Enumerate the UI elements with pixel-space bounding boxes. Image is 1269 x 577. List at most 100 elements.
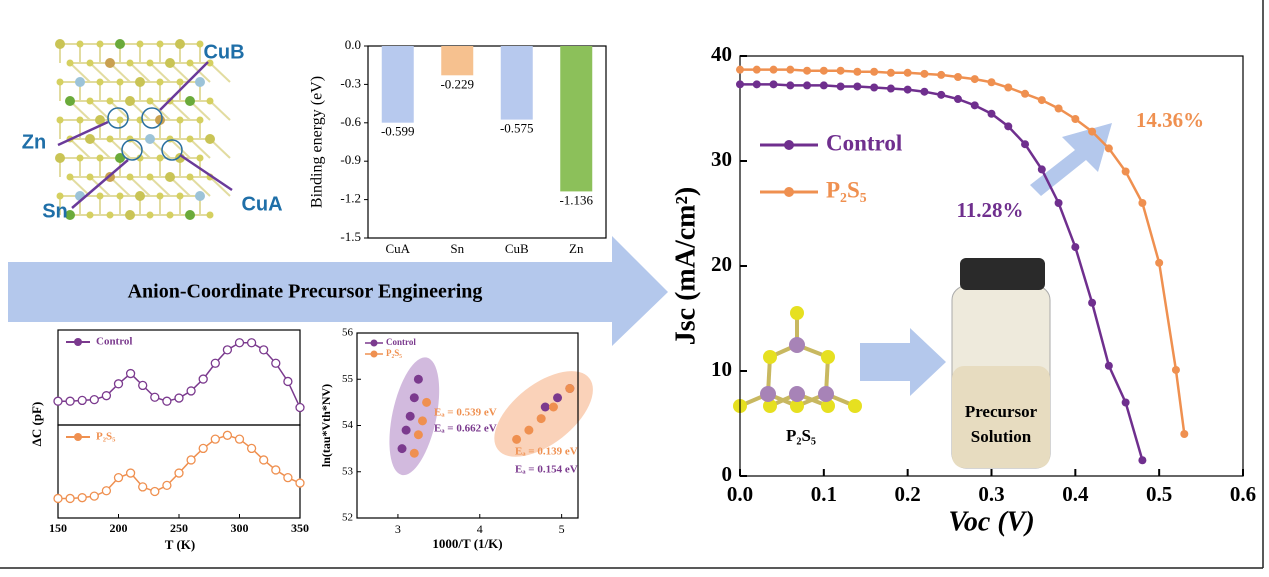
x-tick-label: 0.2 (895, 482, 921, 506)
x-tick-label: CuB (505, 241, 529, 256)
atom (65, 96, 75, 106)
annotation: Eₐ = 0.539 eV (434, 407, 497, 419)
point (210, 434, 220, 444)
y-axis-label: Binding energy (eV) (309, 76, 326, 208)
atom (116, 192, 124, 200)
point (409, 448, 419, 458)
point (752, 65, 761, 74)
point (125, 368, 136, 379)
bond (109, 100, 131, 121)
point (77, 395, 87, 406)
atom (106, 211, 114, 219)
atom (56, 116, 64, 124)
point (536, 414, 546, 424)
sulfur (821, 350, 835, 364)
value-label: -0.575 (500, 121, 534, 136)
y-tick-label: 0.0 (345, 37, 361, 52)
atom (205, 134, 215, 144)
atom (96, 154, 104, 162)
atom (75, 77, 85, 87)
atom (115, 39, 125, 49)
x-tick-label: 300 (231, 521, 249, 535)
atom (66, 173, 74, 181)
point (401, 425, 411, 435)
point (422, 397, 432, 407)
point (174, 468, 184, 478)
point (1004, 122, 1013, 131)
point (987, 78, 996, 87)
legend-marker (370, 350, 378, 358)
point (150, 486, 160, 497)
point (819, 66, 828, 75)
point (1104, 361, 1113, 370)
y-tick-label: -0.6 (340, 114, 361, 129)
point (89, 394, 99, 405)
point (1037, 96, 1046, 105)
point (174, 393, 184, 403)
annotation: Eₐ = 0.139 eV (515, 446, 578, 458)
atom (186, 173, 194, 181)
site-label: CuA (241, 193, 282, 215)
point (259, 345, 269, 355)
series-line (740, 68, 1186, 435)
legend-marker (370, 339, 378, 347)
site-ring (161, 139, 183, 161)
x-tick-label: 0.0 (727, 482, 753, 506)
x-tick-label: 0.3 (978, 482, 1004, 506)
annotation: Eₐ = 0.154 eV (515, 464, 578, 476)
x-axis-label: T (K) (165, 537, 195, 552)
atom (196, 154, 204, 162)
point (803, 81, 812, 90)
atom (176, 78, 184, 86)
y-axis-label: Jsc (mA/cm²) (670, 187, 701, 345)
x-tick-label: 250 (170, 521, 188, 535)
atom (195, 77, 205, 87)
pointer (159, 61, 209, 111)
x-tick-label: 200 (110, 521, 128, 535)
point (101, 391, 112, 401)
point (903, 68, 912, 77)
point (409, 393, 419, 403)
bond (209, 62, 231, 83)
atom (136, 154, 144, 162)
atom (145, 134, 155, 144)
atom (125, 96, 135, 106)
point (1121, 167, 1130, 176)
x-tick-label: 0.4 (1062, 482, 1089, 506)
point (1138, 456, 1147, 465)
plot-frame (367, 45, 607, 239)
atom (125, 210, 135, 220)
y-tick-label: 10 (711, 357, 732, 381)
atom (86, 97, 94, 105)
bar (381, 46, 414, 123)
atom (76, 116, 84, 124)
point (283, 473, 293, 483)
point (1054, 199, 1063, 207)
x-tick-label: 0.6 (1230, 482, 1256, 506)
site-label: Zn (22, 131, 46, 153)
point (1021, 140, 1030, 149)
sulfur (790, 399, 804, 413)
atom (206, 59, 214, 67)
point (970, 75, 979, 84)
atom (185, 96, 195, 106)
legend-marker (74, 433, 82, 441)
atom (55, 39, 65, 49)
bar (441, 46, 474, 76)
point (1155, 258, 1164, 267)
x-axis-label: 1000/T (1/K) (432, 536, 502, 551)
pointer (57, 120, 109, 147)
point (186, 455, 196, 465)
molecule-label: P₂S₅ (786, 426, 816, 445)
point (953, 73, 962, 81)
legend-label: P₂S₅ (96, 431, 116, 443)
atom (86, 211, 94, 219)
point (803, 66, 812, 75)
bond (109, 138, 131, 159)
point (53, 396, 63, 406)
point (970, 101, 979, 110)
bond (129, 138, 151, 159)
point (125, 468, 136, 478)
atom (146, 173, 154, 181)
atom (116, 78, 124, 86)
